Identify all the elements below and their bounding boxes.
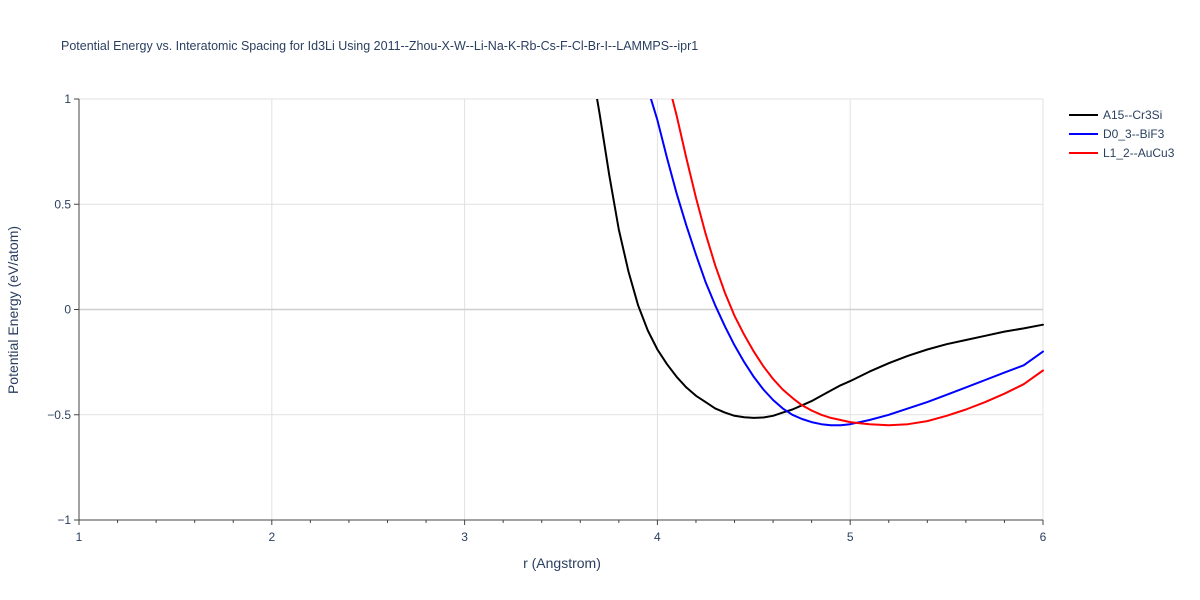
x-tick-label: 3	[461, 530, 468, 544]
series-line-2	[649, 99, 1044, 427]
x-tick-label: 6	[1040, 530, 1047, 544]
x-axis-title: r (Angstrom)	[523, 555, 601, 571]
x-tick-label: 4	[654, 530, 661, 544]
series-line-1	[596, 99, 1044, 419]
grid-layer	[79, 98, 1044, 520]
legend-label: A15--Cr3Si	[1103, 108, 1162, 122]
y-tick-label: 1	[64, 92, 71, 106]
series-layer	[596, 99, 1044, 427]
legend-label: D0_3--BiF3	[1103, 127, 1165, 141]
legend: A15--Cr3Si D0_3--BiF3 L1_2--AuCu3	[1069, 108, 1175, 160]
y-tick-label: 0.5	[54, 197, 71, 211]
y-tick-label: −0.5	[47, 408, 71, 422]
chart-title: Potential Energy vs. Interatomic Spacing…	[61, 39, 698, 53]
x-tick-label: 2	[268, 530, 275, 544]
ticks-layer: 1 2 3 4 5 6 −1 −0.5 0 0.5 1	[47, 92, 1046, 544]
y-tick-label: −1	[57, 513, 71, 527]
x-tick-label: 1	[76, 530, 83, 544]
y-axis-title: Potential Energy (eV/atom)	[5, 226, 21, 394]
series-line-3	[671, 99, 1044, 427]
x-tick-label: 5	[847, 530, 854, 544]
y-tick-label: 0	[64, 303, 71, 317]
legend-label: L1_2--AuCu3	[1103, 146, 1175, 160]
